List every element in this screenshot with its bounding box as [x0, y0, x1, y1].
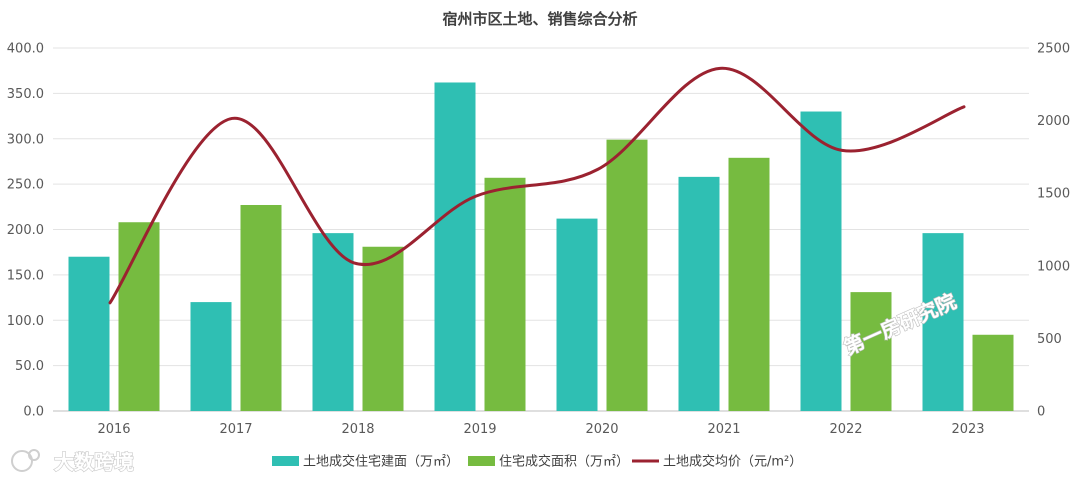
left-axis-tick-label: 0.0	[23, 405, 44, 420]
bar-sales-area	[972, 334, 1014, 411]
x-axis-tick-label: 2018	[341, 422, 374, 437]
left-axis-tick-label: 250.0	[7, 178, 44, 193]
bar-land-area	[678, 176, 720, 411]
left-axis-tick-label: 150.0	[7, 268, 44, 283]
bar-land-area	[312, 233, 354, 411]
left-axis-tick-label: 50.0	[15, 359, 44, 374]
bar-sales-area	[362, 246, 404, 411]
left-axis-tick-label: 400.0	[7, 42, 44, 57]
line-series-group	[108, 66, 966, 305]
bar-sales-area	[850, 292, 892, 411]
x-axis-tick-label: 2020	[585, 422, 618, 437]
x-axis-tick-label: 2016	[97, 422, 130, 437]
bar-land-area	[434, 82, 476, 412]
x-axis-tick-label: 2017	[219, 422, 252, 437]
bar-sales-area	[484, 177, 526, 411]
right-axis-tick-label: 1000	[1037, 259, 1070, 274]
left-axis-ticks: 0.0 50.0 100.0 150.0 200.0 250.0 300.0 350.0 400…	[7, 42, 44, 420]
x-axis-tick-label: 2021	[707, 422, 740, 437]
line-avg-price	[108, 66, 966, 305]
watermark-brand: 大数跨境	[11, 449, 135, 475]
bar-sales-area	[606, 139, 648, 411]
chart-title: 宿州市区土地、销售综合分析	[442, 10, 637, 28]
legend-swatch	[468, 456, 495, 466]
legend-swatch	[272, 456, 299, 466]
bar-sales-area	[118, 222, 160, 411]
right-axis-tick-label: 500	[1037, 332, 1062, 347]
right-axis-tick-label: 2000	[1037, 114, 1070, 129]
bar-series-group	[68, 82, 1014, 412]
watermark-brand-text: 大数跨境	[54, 450, 134, 474]
bar-land-area	[190, 302, 232, 411]
bar-land-area	[922, 233, 964, 411]
bar-land-area	[800, 111, 842, 412]
x-axis-ticks: 2016 2017 2018 2019 2020 2021 2022 2023	[97, 422, 984, 437]
left-axis-tick-label: 200.0	[7, 223, 44, 238]
right-axis-tick-label: 2500	[1037, 42, 1070, 57]
legend-label: 土地成交住宅建面（万㎡）	[303, 454, 459, 470]
x-axis-tick-label: 2022	[829, 422, 862, 437]
bar-sales-area	[728, 157, 770, 411]
right-axis-tick-label: 1500	[1037, 187, 1070, 202]
legend-label: 土地成交均价（元/m²）	[663, 454, 802, 470]
right-axis-ticks: 0 500 1000 1500 2000 2500	[1037, 42, 1070, 420]
bar-land-area	[68, 256, 110, 411]
watermark-brand-icon	[11, 450, 33, 472]
bar-land-area	[556, 218, 598, 411]
legend-label: 住宅成交面积（万㎡）	[499, 454, 629, 470]
right-axis-tick-label: 0	[1037, 405, 1045, 420]
x-axis-tick-label: 2023	[951, 422, 984, 437]
left-axis-tick-label: 100.0	[7, 314, 44, 329]
watermark-brand-icon-dot	[28, 449, 40, 461]
left-axis-tick-label: 300.0	[7, 132, 44, 147]
legend: 土地成交住宅建面（万㎡） 住宅成交面积（万㎡） 土地成交均价（元/m²）	[272, 454, 802, 470]
left-axis-tick-label: 350.0	[7, 87, 44, 102]
bar-sales-area	[240, 204, 282, 411]
x-axis-tick-label: 2019	[463, 422, 496, 437]
